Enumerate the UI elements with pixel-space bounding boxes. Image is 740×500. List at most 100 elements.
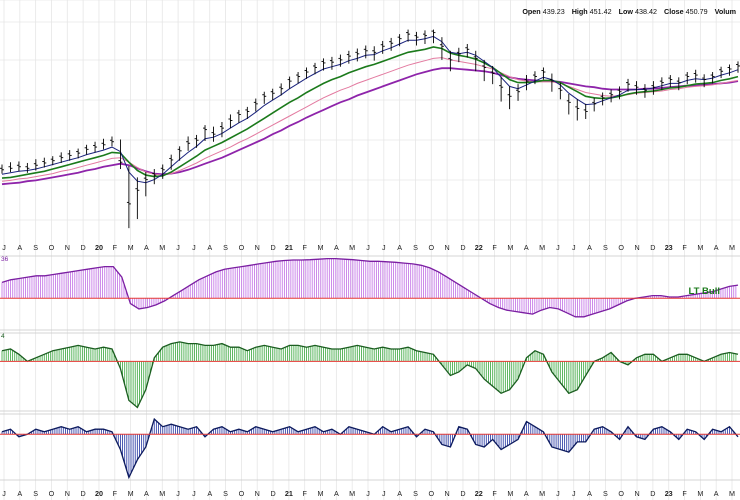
x-tick-label: N	[445, 489, 450, 498]
moving-average-purple	[1, 67, 739, 186]
x-tick-label: A	[17, 243, 22, 252]
ohlc-bar-mark	[634, 81, 639, 95]
x-tick-label: 23	[665, 243, 673, 252]
x-tick-label: J	[2, 243, 6, 252]
x-tick-label: D	[81, 489, 86, 498]
x-tick-label: O	[239, 243, 245, 252]
ohlc-bar-mark	[109, 136, 114, 147]
x-tick-label: S	[603, 243, 608, 252]
ohlc-bar-mark	[76, 148, 81, 159]
x-tick-label: D	[460, 489, 465, 498]
ohlc-bar-mark	[566, 94, 571, 115]
ohlc-bar-mark	[465, 43, 470, 58]
x-tick-label: J	[192, 489, 196, 498]
ohlc-bar-mark	[160, 164, 165, 179]
x-tick-label: J	[556, 243, 560, 252]
indicator-panel-1: 36 LT Bull	[0, 256, 740, 318]
close-label: Close	[664, 7, 684, 16]
ohlc-bar-mark	[702, 74, 707, 88]
x-tick-label: N	[634, 489, 639, 498]
price-panel	[0, 29, 740, 229]
close-value: 450.79	[685, 7, 708, 16]
open-label: Open	[522, 7, 541, 16]
x-tick-label: J	[572, 489, 576, 498]
ohlc-bar-mark	[389, 37, 394, 51]
x-tick-label: M	[697, 489, 703, 498]
ohlc-bar-mark	[482, 59, 487, 82]
ohlc-bar-mark	[186, 136, 191, 151]
ohlc-bar-mark	[372, 46, 377, 61]
x-tick-label: D	[270, 489, 275, 498]
ohlc-bar-mark	[143, 172, 148, 197]
x-tick-label: O	[618, 489, 624, 498]
ohlc-bar-mark	[651, 81, 656, 95]
ohlc-bar-mark	[59, 152, 64, 163]
x-tick-label: A	[714, 243, 719, 252]
x-tick-label: A	[524, 489, 529, 498]
ohlc-bar-mark	[16, 161, 21, 172]
x-tick-label: M	[539, 489, 545, 498]
ohlc-bar-mark	[676, 77, 681, 91]
x-tick-label: A	[334, 489, 339, 498]
x-tick-label: M	[349, 243, 355, 252]
x-tick-label: D	[270, 243, 275, 252]
x-tick-label: N	[65, 243, 70, 252]
x-tick-label: A	[524, 243, 529, 252]
x-tick-label: S	[413, 489, 418, 498]
moving-average-fast	[1, 35, 739, 184]
x-tick-label: J	[2, 489, 6, 498]
ohlc-bar-mark	[439, 37, 444, 60]
x-tick-label: A	[397, 489, 402, 498]
ohlc-bar-mark	[270, 88, 275, 101]
x-tick-label: A	[207, 489, 212, 498]
x-tick-label: M	[697, 243, 703, 252]
x-tick-label: 23	[665, 489, 673, 498]
ohlc-bar-mark	[397, 34, 402, 47]
x-tick-label: J	[556, 489, 560, 498]
indicator-line	[1, 341, 739, 409]
x-tick-label: M	[159, 489, 165, 498]
low-label: Low	[618, 7, 634, 16]
x-tick-label: J	[176, 489, 180, 498]
ohlc-bar-mark	[516, 84, 521, 101]
x-tick-label: A	[334, 243, 339, 252]
ohlc-bar-mark	[287, 76, 292, 89]
ohlc-bar-mark	[253, 98, 258, 112]
ohlc-bar-mark	[659, 77, 664, 91]
x-tick-label: F	[303, 243, 308, 252]
ohlc-bar-mark	[727, 64, 732, 76]
x-tick-label: S	[413, 243, 418, 252]
ohlc-bar-mark	[532, 71, 537, 85]
indicator-line	[1, 417, 739, 480]
indicator-annotation: LT Bull	[689, 286, 720, 297]
x-tick-label: M	[159, 243, 165, 252]
ohlc-bar-mark	[490, 65, 495, 85]
x-tick-label: A	[144, 489, 149, 498]
x-tick-label: F	[682, 243, 687, 252]
x-tick-label: A	[587, 489, 592, 498]
ohlc-bar-mark	[152, 169, 157, 185]
x-tick-label: A	[17, 489, 22, 498]
ohlc-bar-mark	[363, 45, 368, 59]
ohlc-bar-mark	[626, 78, 631, 92]
x-tick-label: J	[382, 243, 386, 252]
x-tick-label: O	[429, 243, 435, 252]
x-tick-label: D	[460, 243, 465, 252]
x-tick-label: M	[539, 243, 545, 252]
x-tick-label: F	[303, 489, 308, 498]
x-tick-label: S	[223, 489, 228, 498]
x-axis-top: J A S O N D 20 F M A M J J A S O N D 21 F M A M J J A S O N D 22 F M A M J J…	[2, 243, 735, 252]
moving-average-green	[1, 46, 739, 179]
x-tick-label: A	[207, 243, 212, 252]
ohlc-bar-mark	[313, 62, 318, 75]
x-tick-label: S	[33, 243, 38, 252]
ohlc-bar-mark	[279, 83, 284, 96]
x-tick-label: N	[634, 243, 639, 252]
x-tick-label: A	[714, 489, 719, 498]
x-tick-label: 20	[95, 243, 103, 252]
ohlc-bar-mark	[177, 146, 182, 161]
high-value: 451.42	[589, 7, 612, 16]
x-tick-label: J	[366, 243, 370, 252]
ohlc-bar-mark	[346, 50, 351, 64]
